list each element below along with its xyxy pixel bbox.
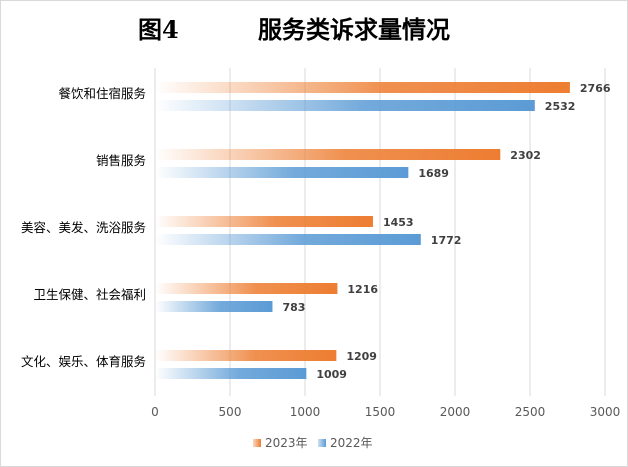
chart-title: 服务类诉求量情况 [258, 15, 450, 44]
x-tick-label: 500 [219, 405, 242, 419]
data-label: 2766 [580, 82, 611, 95]
bar-2023 [155, 283, 338, 294]
bar-2022 [155, 100, 535, 111]
x-tick-label: 2500 [515, 405, 546, 419]
bar-2023 [155, 149, 501, 160]
bar-2022 [155, 167, 409, 178]
bar-layer [155, 82, 570, 379]
legend-item-2023: 2023年 [253, 434, 308, 451]
x-tick-label: 2000 [440, 405, 471, 419]
category-label: 文化、娱乐、体育服务 [21, 354, 146, 369]
legend-swatch-2023 [253, 438, 261, 447]
category-label: 美容、美发、洗浴服务 [21, 220, 146, 235]
data-label: 2532 [545, 100, 576, 113]
x-tick-label: 0 [151, 405, 159, 419]
data-label: 2302 [510, 149, 541, 162]
data-label: 1216 [347, 283, 378, 296]
category-label: 销售服务 [96, 153, 146, 168]
figure-label: 图4 [138, 15, 179, 44]
data-label: 1689 [418, 167, 449, 180]
bar-2022 [155, 234, 421, 245]
legend-label-2022: 2022年 [330, 436, 373, 450]
bar-2023 [155, 216, 373, 227]
legend-swatch-2022 [318, 438, 326, 447]
grid-layer [154, 68, 606, 396]
bar-2022 [155, 368, 307, 379]
data-label: 1209 [346, 350, 377, 363]
data-label: 1453 [383, 216, 414, 229]
data-label: 1772 [431, 234, 462, 247]
bar-2022 [155, 301, 273, 312]
label-layer: 0 500 1000 1500 2000 2500 3000 餐饮和住宿服务 2766 2532 销… [21, 82, 620, 419]
data-label: 1009 [316, 368, 347, 381]
category-label: 卫生保健、社会福利 [33, 287, 146, 302]
legend-label-2023: 2023年 [265, 436, 308, 450]
x-tick-label: 1000 [290, 405, 321, 419]
bar-2023 [155, 350, 337, 361]
legend-item-2022: 2022年 [318, 434, 373, 451]
category-label: 餐饮和住宿服务 [58, 86, 146, 101]
data-label: 783 [282, 301, 305, 314]
bar-2023 [155, 82, 570, 93]
x-tick-label: 3000 [590, 405, 621, 419]
x-tick-label: 1500 [365, 405, 396, 419]
